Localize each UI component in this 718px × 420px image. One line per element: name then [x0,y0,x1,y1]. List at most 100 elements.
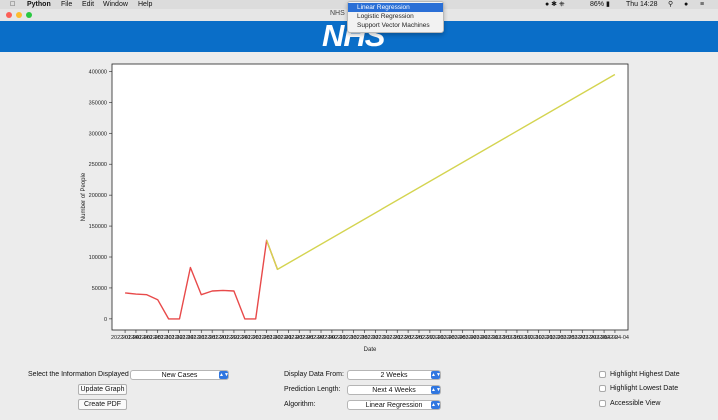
x-tick-label: 2022-03-17 [503,335,531,341]
x-tick-label: 2022-03-19 [514,335,542,341]
create-pdf-button[interactable]: Create PDF [78,399,127,410]
user-icon[interactable]: ● [684,1,689,8]
prediction-length-value: Next 4 Weeks [372,387,416,394]
menu-help[interactable]: Help [138,1,153,8]
display-from-label: Display Data From: [284,371,344,378]
x-tick-label: 2022-03-25 [546,335,574,341]
x-tick-label: 2022-02-07 [296,335,324,341]
x-tick-label: 2022-03-07 [448,335,476,341]
algorithm-label: Algorithm: [284,401,316,408]
x-tick-label: 2022-01-22 [209,335,237,341]
x-tick-label: 2022-03-05 [438,335,466,341]
maximize-window-icon[interactable] [26,12,32,18]
y-tick-label: 250000 [89,162,107,168]
x-tick-label: 2022-03-15 [492,335,520,341]
chevron-updown-icon: ▲▼ [431,401,441,409]
x-tick-label: 2022-03-03 [427,335,455,341]
display-from-select[interactable]: 2 Weeks ▲▼ [347,370,441,380]
x-tick-label: 2022-01-28 [242,335,270,341]
x-tick-label: 2022-02-25 [394,335,422,341]
series-line-1 [265,73,616,271]
x-tick-label: 2022-03-29 [568,335,596,341]
x-tick-label: 2022-02-17 [350,335,378,341]
x-tick-label: 2022-02-11 [318,335,346,341]
algorithm-option-linear[interactable]: Linear Regression [348,3,443,12]
list-icon[interactable]: ≡ [700,1,705,8]
menu-file[interactable]: File [61,1,73,8]
algorithm-value: Linear Regression [365,402,423,409]
x-tick-label: 2022-02-23 [383,335,411,341]
x-tick-label: 2022-03-13 [481,335,509,341]
search-icon[interactable]: ⚲ [668,1,674,8]
x-tick-label: 2022-02-21 [372,335,400,341]
menu-window[interactable]: Window [103,1,128,8]
x-tick-label: 2022-03-23 [536,335,564,341]
algorithm-option-svm[interactable]: Support Vector Machines [357,22,430,29]
minimize-window-icon[interactable] [16,12,22,18]
close-window-icon[interactable] [6,12,12,18]
x-tick-label: 2022-01-10 [144,335,172,341]
x-axis-label: Date [364,347,377,353]
menu-app-python[interactable]: Python [27,1,51,8]
display-from-value: 2 Weeks [380,372,408,379]
info-select-value: New Cases [161,372,198,379]
cases-line-chart: 0 50000 100000 150000 200000 250000 300000 3500… [81,63,629,353]
update-graph-button[interactable]: Update Graph [78,384,127,395]
chevron-updown-icon: ▲▼ [431,371,441,379]
chevron-updown-icon: ▲▼ [431,386,441,394]
y-tick-label: 300000 [89,131,107,137]
y-tick-label: 150000 [89,224,107,230]
prediction-length-label: Prediction Length: [284,386,341,393]
apple-icon[interactable]:  [10,0,15,9]
algorithm-dropdown-menu: Linear Regression Logistic Regression Su… [347,1,444,33]
info-select[interactable]: New Cases ▲▼ [130,370,229,380]
x-tick-label: 2022-04-04 [601,335,629,341]
x-tick-label: 2022-03-01 [416,335,444,341]
accessible-view-checkbox[interactable] [599,400,606,407]
menu-edit[interactable]: Edit [82,1,95,8]
x-tick-label: 2022-01-04 [111,335,139,341]
x-tick-label: 2022-03-31 [579,335,607,341]
plot-frame [111,63,629,331]
status-icons: ● ✱ ⎈ [545,1,565,8]
x-tick-label: 2022-02-19 [361,335,389,341]
x-tick-label: 2022-02-13 [329,335,357,341]
prediction-length-select[interactable]: Next 4 Weeks ▲▼ [347,385,441,395]
highlight-lowest-checkbox[interactable] [599,385,606,392]
algorithm-option-logistic[interactable]: Logistic Regression [357,13,414,20]
y-tick-label: 50000 [92,286,107,292]
clock[interactable]: Thu 14:28 [626,1,658,8]
chevron-updown-icon: ▲▼ [219,371,229,379]
y-tick-label: 0 [104,317,107,323]
y-tick-label: 400000 [89,69,107,75]
x-tick-label: 2022-02-09 [307,335,335,341]
x-tick-label: 2022-02-15 [340,335,368,341]
x-tick-label: 2022-01-14 [165,335,193,341]
x-tick-label: 2022-03-27 [557,335,585,341]
battery-percent: 86% [590,1,605,8]
x-tick-label: 2022-02-01 [263,335,291,341]
accessible-view-label: Accessible View [610,400,661,407]
x-tick-label: 2022-01-08 [133,335,161,341]
highlight-highest-checkbox[interactable] [599,371,606,378]
x-tick-label: 2022-01-20 [198,335,226,341]
highlight-highest-label: Highlight Highest Date [610,371,680,378]
info-select-label: Select the Information Displayed [28,371,129,378]
x-tick-label: 2022-03-11 [470,335,498,341]
window-title: NHS [330,10,345,17]
series-line-0 [125,239,279,320]
x-tick-label: 2022-01-16 [176,335,204,341]
x-tick-label: 2022-01-26 [231,335,259,341]
highlight-lowest-label: Highlight Lowest Date [610,385,679,392]
y-tick-label: 100000 [89,255,107,261]
y-tick-label: 350000 [89,100,107,106]
x-tick-label: 2022-01-30 [253,335,281,341]
x-tick-label: 2022-01-06 [122,335,150,341]
chart-area: 0 50000 100000 150000 200000 250000 300000 3500… [0,52,718,360]
x-tick-label: 2022-03-09 [459,335,487,341]
algorithm-select[interactable]: Linear Regression ▲▼ [347,400,441,410]
x-tick-label: 2022-02-05 [285,335,313,341]
x-tick-label: 2022-04-02 [590,335,618,341]
battery-icon[interactable]: ▮ [606,1,610,8]
y-tick-label: 200000 [89,193,107,199]
